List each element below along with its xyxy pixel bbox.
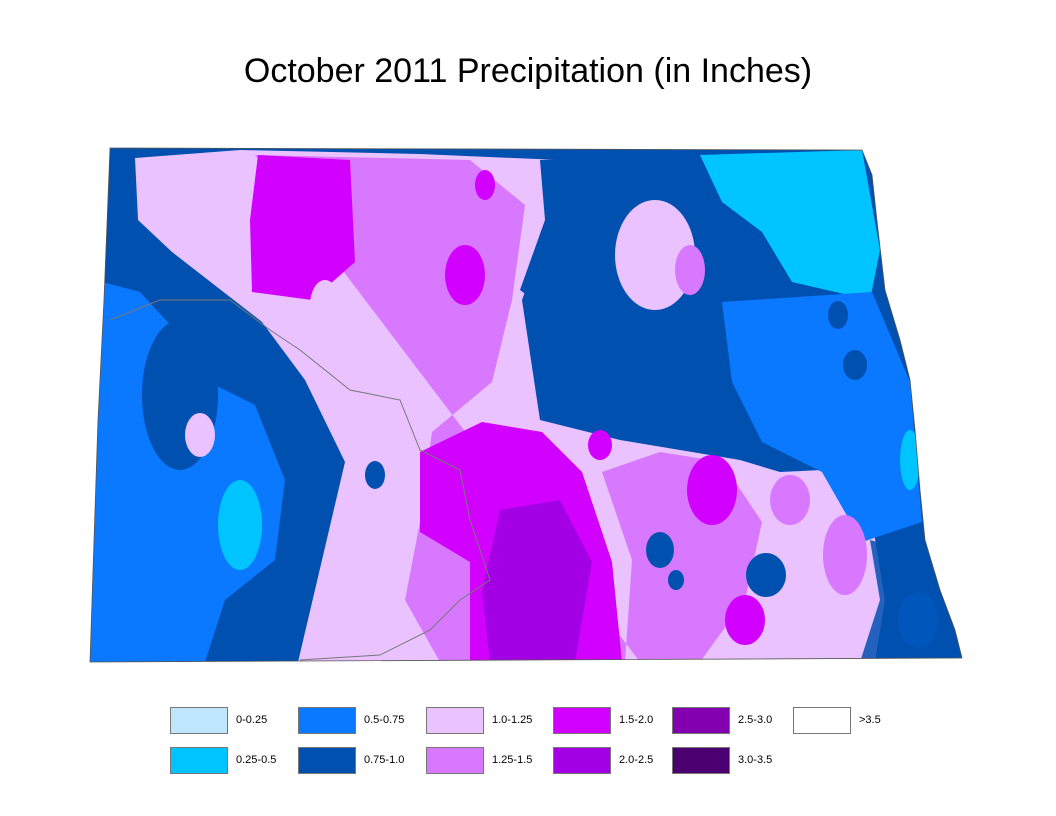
precip-regions <box>90 148 962 662</box>
legend-swatch <box>426 707 484 734</box>
legend-label: 2.0-2.5 <box>619 754 654 766</box>
map-title: October 2011 Precipitation (in Inches) <box>243 52 813 90</box>
legend-swatch <box>672 747 730 774</box>
legend-swatch <box>426 747 484 774</box>
legend-label: 1.0-1.25 <box>492 714 533 726</box>
legend-label: 1.25-1.5 <box>492 754 533 766</box>
legend-swatch <box>298 747 356 774</box>
legend-label: 3.0-3.5 <box>738 754 773 766</box>
legend-swatch <box>170 707 228 734</box>
legend-swatch <box>672 707 730 734</box>
river <box>109 299 491 661</box>
legend-label: 0.25-0.5 <box>236 754 277 766</box>
legend-swatch <box>298 707 356 734</box>
legend-label: 0.5-0.75 <box>364 714 405 726</box>
legend-label: 2.5-3.0 <box>738 714 773 726</box>
legend-label: >3.5 <box>859 714 881 726</box>
legend-swatch <box>793 707 851 734</box>
legend-swatch <box>170 747 228 774</box>
legend-label: 1.5-2.0 <box>619 714 654 726</box>
legend-label: 0-0.25 <box>236 714 268 726</box>
state-outline <box>89 147 963 663</box>
legend-label: 0.75-1.0 <box>364 754 405 766</box>
legend-swatch <box>553 747 611 774</box>
legend-swatch <box>553 707 611 734</box>
